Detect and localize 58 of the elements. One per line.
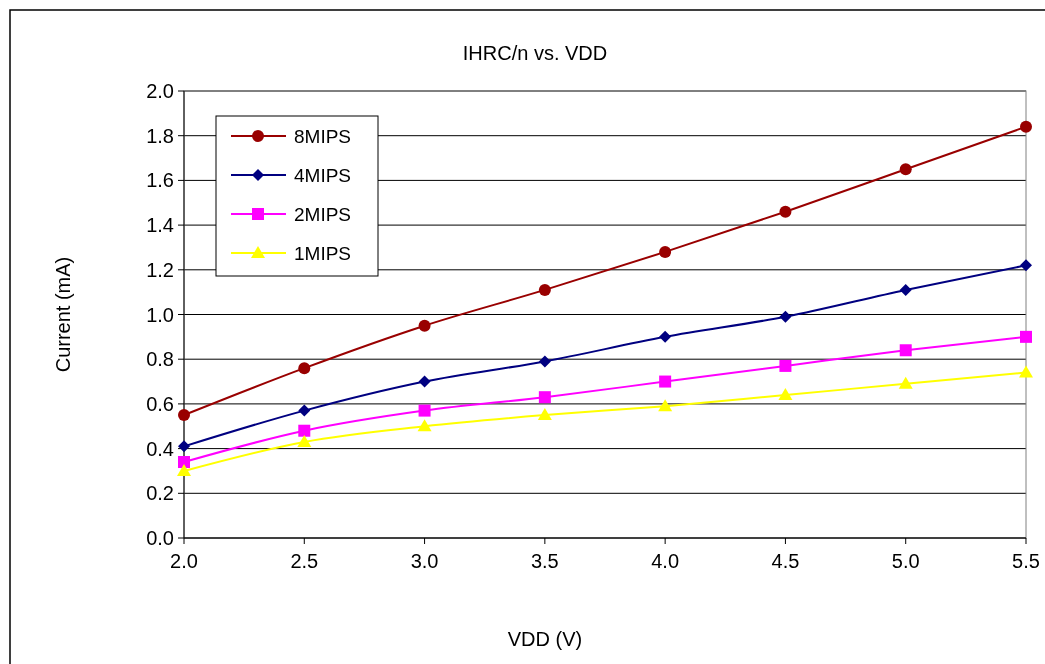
point <box>779 359 792 372</box>
point <box>538 355 551 368</box>
y-axis-title: Current (mA) <box>52 256 74 373</box>
point <box>899 344 912 357</box>
x-tick-label: 2.5 <box>290 550 319 572</box>
legend-label: 2MIPS <box>294 203 352 225</box>
x-tick-label: 5.5 <box>1012 550 1040 572</box>
point <box>538 283 551 296</box>
point <box>178 456 190 469</box>
point <box>898 376 913 389</box>
y-tick-label: 0.0 <box>146 527 174 549</box>
x-tick-label: 3.0 <box>410 550 439 572</box>
point <box>899 283 912 296</box>
point <box>1020 330 1032 343</box>
x-axis-title: VDD (V) <box>507 628 583 650</box>
y-tick-label: 2.0 <box>146 80 174 102</box>
point <box>779 205 792 218</box>
y-tick-label: 1.4 <box>146 214 174 237</box>
y-tick-label: 1.6 <box>146 169 174 192</box>
point <box>659 330 672 343</box>
point <box>899 163 912 176</box>
point <box>298 404 311 417</box>
x-tick-label: 4.5 <box>771 550 800 572</box>
x-tick-label: 4.0 <box>651 550 680 572</box>
chart-title: IHRC/n vs. VDD <box>462 42 608 64</box>
point <box>779 310 792 323</box>
x-tick-label: 3.5 <box>530 550 559 572</box>
point <box>1020 120 1032 133</box>
y-tick-label: 1.0 <box>146 303 174 326</box>
point <box>659 245 672 258</box>
legend-label: 1MIPS <box>294 242 352 264</box>
y-tick-label: 1.8 <box>146 124 174 147</box>
point <box>659 375 672 388</box>
point <box>178 409 190 422</box>
point <box>658 399 673 412</box>
point <box>778 387 793 400</box>
point <box>178 440 190 453</box>
point <box>298 424 311 437</box>
legend-label: 8MIPS <box>294 125 352 147</box>
y-tick-label: 0.4 <box>146 437 174 460</box>
point <box>418 404 431 417</box>
point <box>538 391 551 404</box>
point <box>1020 259 1032 272</box>
point <box>177 463 191 476</box>
point <box>537 408 552 421</box>
point <box>418 319 431 332</box>
x-tick-label: 2.0 <box>170 550 198 572</box>
y-tick-label: 1.2 <box>146 258 174 281</box>
point <box>418 375 431 388</box>
y-tick-label: 0.2 <box>146 482 174 505</box>
y-tick-label: 0.8 <box>146 348 174 371</box>
y-tick-label: 0.6 <box>146 392 174 415</box>
legend-label: 4MIPS <box>294 164 352 186</box>
x-tick-label: 5.0 <box>891 550 920 572</box>
point <box>298 362 311 375</box>
point <box>297 434 312 447</box>
point <box>1019 365 1033 378</box>
point <box>417 419 432 432</box>
